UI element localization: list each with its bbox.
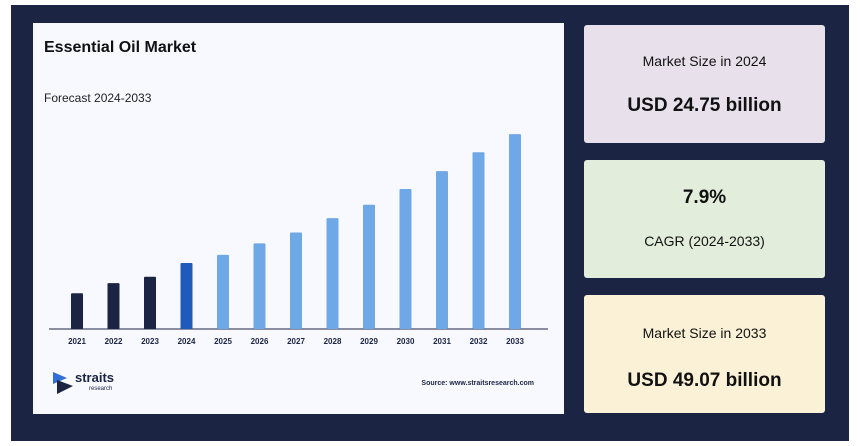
bar-2032: [472, 152, 485, 329]
cagr-value: 7.9%: [682, 187, 727, 208]
x-tick-label-2025: 2025: [214, 337, 232, 346]
bar-2031: [436, 171, 448, 329]
market-size-2033-card: Market Size in 2033 USD 49.07 billion: [584, 295, 825, 413]
straits-logo-icon: [53, 372, 73, 394]
cagr-label: CAGR (2024-2033): [644, 233, 765, 249]
bar-2024: [180, 263, 193, 329]
cagr-card: 7.9% CAGR (2024-2033): [584, 160, 825, 278]
market-size-2024-card: Market Size in 2024 USD 24.75 billion: [584, 25, 825, 143]
x-tick-label-2029: 2029: [360, 337, 378, 346]
x-tick-label-2028: 2028: [324, 337, 342, 346]
market-size-2024-label: Market Size in 2024: [642, 53, 767, 69]
bar-2026: [253, 243, 266, 329]
x-tick-label-2032: 2032: [470, 337, 488, 346]
logo-wordmark: straits: [75, 370, 115, 385]
chart-subtitle: Forecast 2024-2033: [44, 91, 152, 105]
x-tick-label-2027: 2027: [287, 337, 305, 346]
bar-2022: [107, 283, 120, 329]
x-tick-label-2021: 2021: [68, 337, 86, 346]
bar-2025: [217, 254, 229, 329]
straits-logo: straits research: [53, 370, 153, 400]
bar-chart: 2021 2022 2023 2024 2025 2026 2027 2028 2029 2030…: [49, 134, 548, 346]
bar-2027: [290, 232, 302, 329]
market-size-2024-value: USD 24.75 billion: [627, 95, 782, 116]
chart-title: Essential Oil Market: [44, 39, 197, 56]
source-note: Source: www.straitsresearch.com: [421, 380, 534, 387]
market-size-2033-label: Market Size in 2033: [642, 325, 767, 341]
x-tick-label-2024: 2024: [178, 337, 196, 346]
logo-subtext: research: [89, 386, 113, 392]
bar-2028: [326, 218, 339, 329]
bar-2021: [71, 293, 83, 329]
bar-2023: [144, 276, 156, 329]
market-size-2033-value: USD 49.07 billion: [627, 370, 782, 391]
x-tick-label-2033: 2033: [506, 337, 524, 346]
x-tick-label-2030: 2030: [397, 337, 415, 346]
bar-2033: [509, 134, 521, 329]
x-tick-label-2026: 2026: [251, 337, 269, 346]
chart-panel: Essential Oil Market Forecast 2024-2033 …: [33, 23, 564, 414]
x-tick-label-2023: 2023: [141, 337, 159, 346]
bar-2030: [399, 189, 412, 329]
x-tick-label-2022: 2022: [105, 337, 123, 346]
bar-2029: [363, 204, 375, 329]
x-tick-label-2031: 2031: [433, 337, 451, 346]
